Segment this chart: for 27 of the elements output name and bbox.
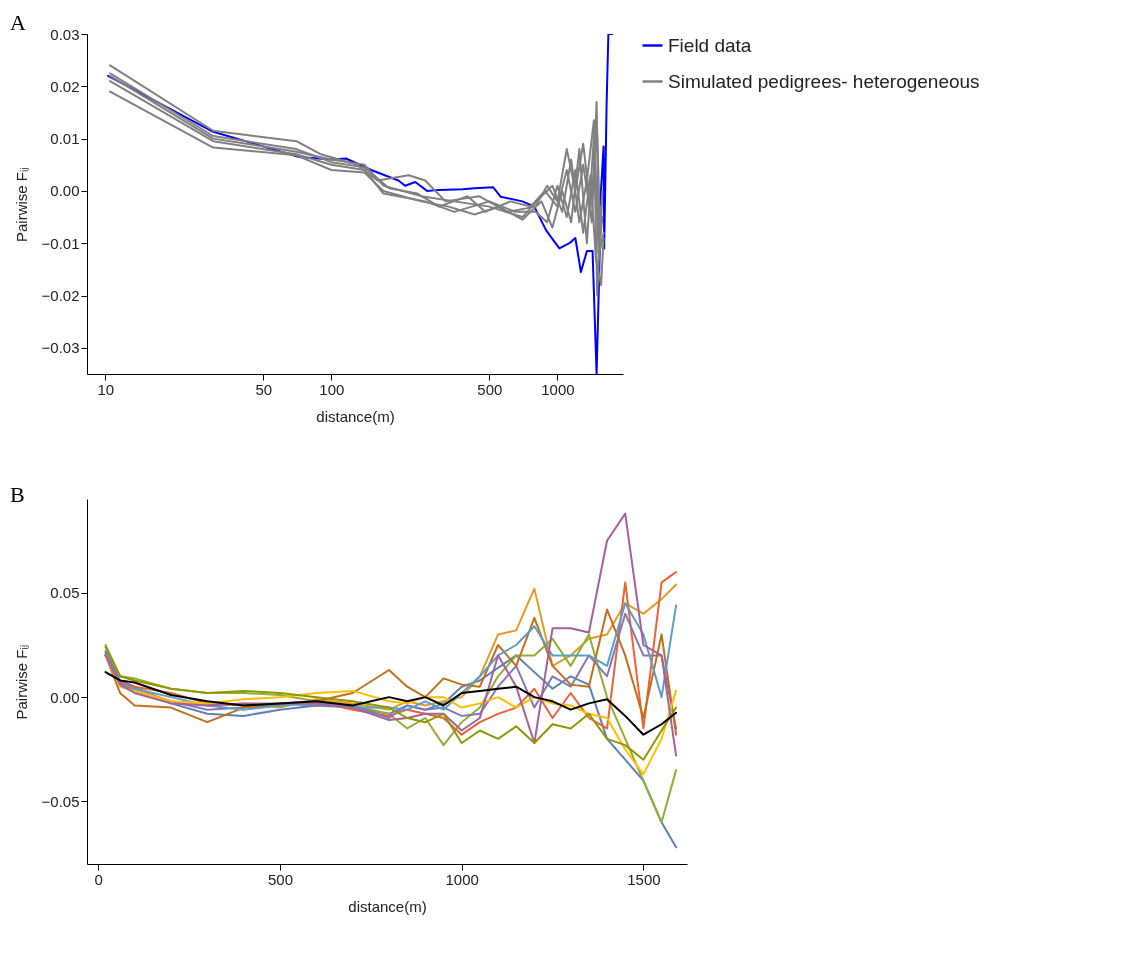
y-tick-label: 0.03 [50, 25, 80, 43]
x-tick-label: 500 [477, 380, 503, 398]
chart-title: A [10, 10, 27, 35]
y-axis-title: Pairwise Fᵢⱼ [12, 644, 30, 720]
y-tick-label: −0.05 [41, 792, 80, 810]
y-tick-label: 0.01 [50, 130, 80, 148]
y-tick-label: −0.03 [41, 339, 80, 357]
y-tick-label: 0.02 [50, 77, 80, 95]
x-tick-label: 500 [267, 870, 293, 888]
x-tick-label: 1000 [445, 870, 479, 888]
legend-label: Simulated pedigrees- heterogeneous [668, 70, 980, 92]
x-tick-label: 0 [94, 870, 103, 888]
y-axis-title: Pairwise Fᵢⱼ [12, 167, 30, 242]
x-tick-label: 1000 [541, 380, 575, 398]
x-tick-label: 10 [97, 380, 115, 398]
x-tick-label: 50 [255, 380, 273, 398]
chart-title: B [10, 482, 25, 507]
x-axis-title: distance(m) [316, 407, 395, 425]
x-tick-label: 100 [319, 380, 345, 398]
y-tick-label: 0.05 [50, 584, 80, 602]
x-tick-label: 1500 [627, 870, 661, 888]
x-axis-title: distance(m) [348, 897, 427, 915]
y-tick-label: −0.01 [41, 234, 80, 252]
legend-label: Field data [668, 34, 752, 56]
y-tick-label: 0.00 [50, 688, 80, 706]
y-tick-label: −0.02 [41, 287, 80, 305]
y-tick-label: 0.00 [50, 182, 80, 200]
